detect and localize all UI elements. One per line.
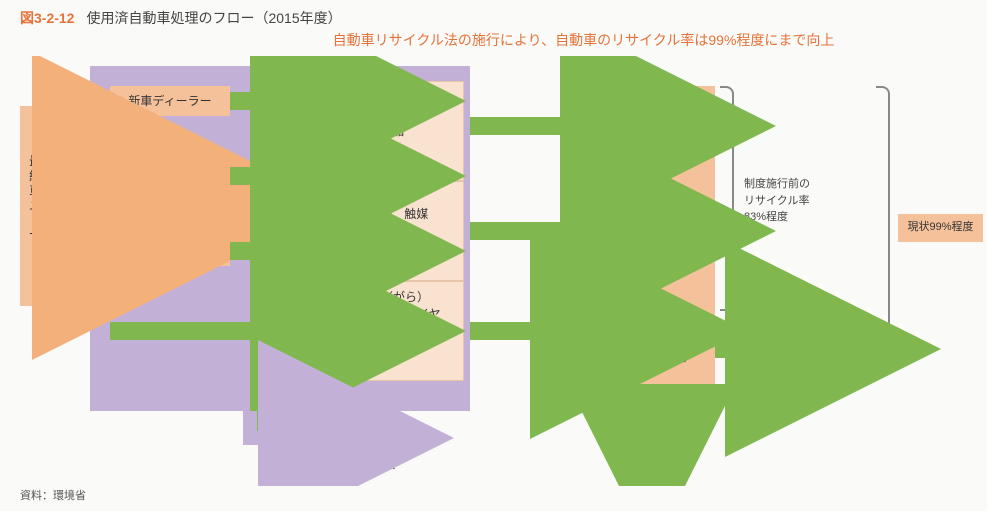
dealer-used: 中古車ディーラー	[110, 161, 230, 191]
dealer-maint: 整備事業者等	[110, 236, 230, 266]
asr-recycle-box: リサイクル 16%程度	[775, 329, 870, 369]
landfill-box: 埋立て等	[610, 426, 690, 452]
recycle-material: 素材 リサイクル	[610, 161, 715, 311]
end-user-volume: 310万台／年前後	[58, 176, 74, 356]
diagram-canvas: 最終車ユーザー 310万台／年前後 新車ディーラー 中古車ディーラー 整備事業者…	[0, 56, 987, 486]
dismantler-label: 解体事業者	[300, 81, 324, 381]
shredder-box: 破砕事業者	[580, 256, 604, 386]
dismantler-out-2: 自動車殻（がら） （エンジンやタイヤ 等を取り外した 外枠状態） 55～60%	[324, 281, 464, 381]
recycle-asr: ASR 17%程度	[610, 311, 715, 386]
figure-subtitle: 自動車リサイクル法の施行により、自動車のリサイクル率は99%程度にまで向上	[0, 30, 987, 56]
used-export-box: 中古車輸出	[300, 426, 420, 452]
source-note: 資料：環境省	[20, 487, 86, 503]
figure-number: 図3-2-12	[20, 8, 74, 28]
dealer-new: 新車ディーラー	[110, 86, 230, 116]
recycle-parts: 部品 リサイクル	[610, 86, 715, 161]
used-export-volume: 約149万台／年前後	[300, 456, 460, 472]
figure-title: 使用済自動車処理のフロー（2015年度）	[86, 8, 341, 28]
end-user-box: 最終車ユーザー	[20, 106, 48, 306]
dismantler-out-1: 再資源化部品 （エンジン、触媒 非鉄金属、 タイヤ等） 約15%程度	[324, 181, 464, 281]
landfill-note: 1%程度	[625, 456, 663, 472]
brace-now-label: 現状99%程度	[898, 214, 983, 242]
brace-now	[876, 86, 890, 369]
brace-before-label: 制度施行前の リサイクル率 83%程度	[744, 176, 854, 226]
dismantler-out-0: 再使用部品 （エンジン、 ボディー部品 電装品等） 20～30%	[324, 81, 464, 181]
brace-before	[720, 86, 734, 311]
